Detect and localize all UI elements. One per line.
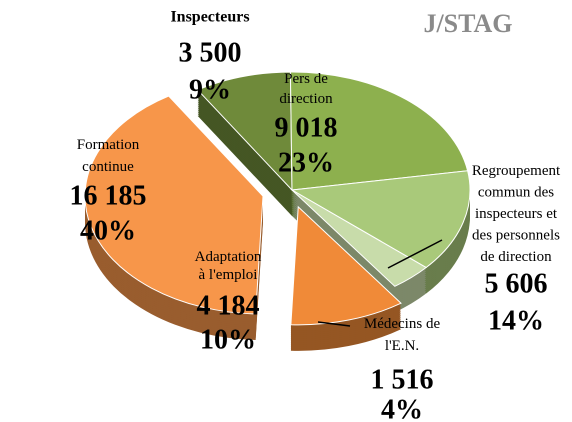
percent-label: 4%: [381, 394, 423, 422]
slice: [290, 170, 471, 269]
value-label: 1 516: [371, 364, 434, 395]
slice: [290, 205, 402, 326]
slice-label: Inspecteurs: [170, 9, 249, 26]
slice: [291, 189, 428, 287]
value-label: 5 606: [485, 268, 548, 299]
percent-label: 14%: [488, 305, 544, 336]
slice: [84, 95, 264, 315]
slice: [196, 71, 293, 192]
slice-label: Médecins de l'E.N.: [364, 316, 441, 354]
slice-label: Regroupement commun des inspecteurs et des …: [472, 163, 561, 265]
value-label: 4 184: [197, 290, 260, 321]
slice-label: Pers de direction: [279, 71, 333, 107]
slice-label: Formation continue: [77, 137, 140, 175]
leader-line: [317, 321, 351, 327]
chart-title: J/STAG: [423, 9, 512, 38]
percent-label: 40%: [80, 215, 136, 246]
value-label: 16 185: [70, 180, 147, 211]
leader-line: [387, 239, 443, 269]
slice: [289, 71, 469, 191]
slice-label: Adaptation à l'emploi: [195, 249, 262, 283]
percent-label: 23%: [278, 147, 334, 178]
percent-label: 9%: [189, 74, 231, 105]
percent-label: 10%: [200, 324, 256, 355]
value-label: 3 500: [179, 37, 242, 68]
value-label: 9 018: [275, 112, 338, 143]
